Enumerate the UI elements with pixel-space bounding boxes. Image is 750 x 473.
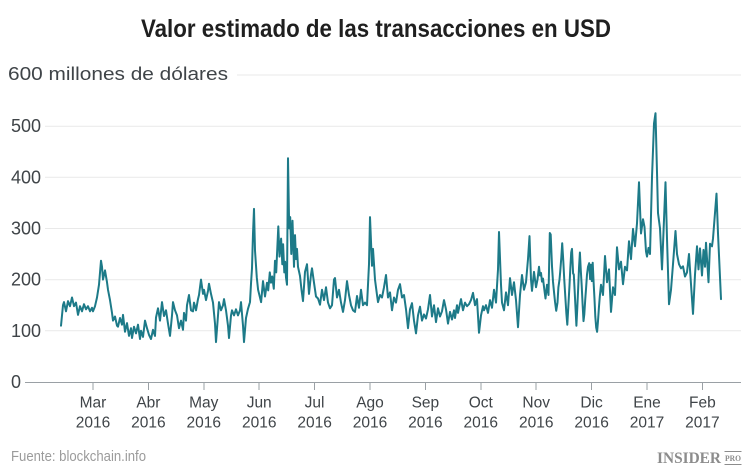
svg-text:2016: 2016	[187, 415, 221, 432]
svg-text:2016: 2016	[574, 415, 608, 432]
svg-text:200: 200	[11, 270, 41, 290]
svg-text:400: 400	[11, 167, 41, 187]
svg-text:Fuente: blockchain.info: Fuente: blockchain.info	[11, 448, 146, 465]
svg-text:Jun: Jun	[247, 395, 272, 412]
svg-text:Oct: Oct	[469, 395, 494, 412]
svg-text:2016: 2016	[76, 415, 110, 432]
svg-text:Jul: Jul	[305, 395, 325, 412]
svg-text:2016: 2016	[519, 415, 553, 432]
svg-text:Nov: Nov	[522, 395, 550, 412]
svg-text:500: 500	[11, 116, 41, 136]
svg-text:INSIDER: INSIDER	[657, 450, 722, 467]
svg-text:Feb: Feb	[689, 395, 716, 412]
svg-text:2016: 2016	[464, 415, 498, 432]
svg-text:100: 100	[11, 321, 41, 341]
svg-text:Sep: Sep	[412, 395, 440, 412]
svg-text:2016: 2016	[408, 415, 442, 432]
svg-text:600 millones de dólares: 600 millones de dólares	[8, 64, 228, 84]
svg-text:2016: 2016	[353, 415, 387, 432]
svg-text:2016: 2016	[131, 415, 165, 432]
svg-text:Valor estimado de las transacc: Valor estimado de las transacciones en U…	[141, 15, 611, 43]
svg-text:Ene: Ene	[633, 395, 661, 412]
svg-text:2017: 2017	[685, 415, 719, 432]
svg-text:Abr: Abr	[136, 395, 160, 412]
svg-text:0: 0	[11, 372, 21, 392]
svg-text:2017: 2017	[630, 415, 664, 432]
svg-text:300: 300	[11, 219, 41, 239]
svg-text:PRO: PRO	[725, 453, 741, 463]
svg-text:Ago: Ago	[356, 395, 384, 412]
svg-text:Mar: Mar	[80, 395, 107, 412]
svg-text:2016: 2016	[242, 415, 276, 432]
svg-text:Dic: Dic	[580, 395, 603, 412]
svg-text:May: May	[189, 395, 219, 412]
svg-text:2016: 2016	[297, 415, 331, 432]
